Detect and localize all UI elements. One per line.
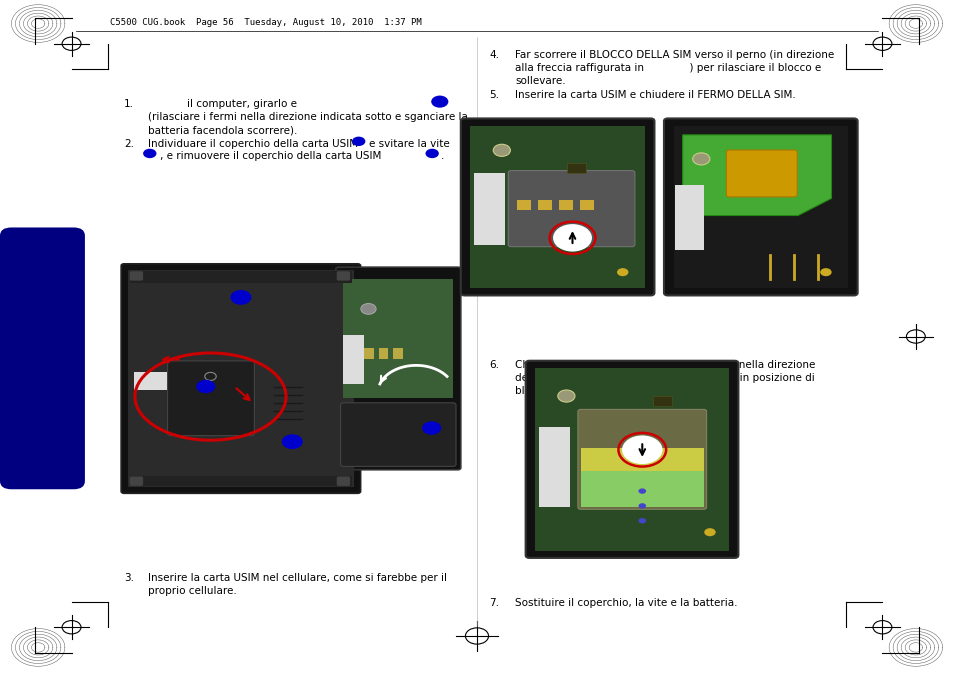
Text: blocco.: blocco. <box>515 386 552 396</box>
FancyBboxPatch shape <box>335 267 460 470</box>
FancyBboxPatch shape <box>128 270 354 487</box>
FancyBboxPatch shape <box>580 471 703 507</box>
Text: 5.: 5. <box>489 90 498 100</box>
FancyBboxPatch shape <box>130 476 143 486</box>
Text: batteria facendola scorrere).: batteria facendola scorrere). <box>148 125 297 135</box>
FancyBboxPatch shape <box>517 201 531 211</box>
Text: .: . <box>440 151 444 162</box>
Circle shape <box>431 96 448 108</box>
FancyBboxPatch shape <box>537 201 552 211</box>
Text: Sostituire il coperchio, la vite e la batteria.: Sostituire il coperchio, la vite e la ba… <box>515 598 737 608</box>
Circle shape <box>421 421 440 435</box>
Text: 6.: 6. <box>489 360 498 370</box>
FancyBboxPatch shape <box>336 271 350 281</box>
Circle shape <box>493 144 510 156</box>
FancyBboxPatch shape <box>663 118 857 295</box>
Circle shape <box>196 380 215 393</box>
FancyBboxPatch shape <box>460 118 654 295</box>
FancyBboxPatch shape <box>675 184 703 250</box>
Text: 4.: 4. <box>489 50 498 61</box>
FancyBboxPatch shape <box>525 361 738 558</box>
Text: , e rimuovere il coperchio della carta USIM: , e rimuovere il coperchio della carta U… <box>160 151 384 162</box>
Text: 1.: 1. <box>124 99 133 109</box>
FancyBboxPatch shape <box>340 402 456 466</box>
Text: Inserire la carta USIM e chiudere il FERMO DELLA SIM.: Inserire la carta USIM e chiudere il FER… <box>515 90 795 100</box>
FancyBboxPatch shape <box>378 349 388 359</box>
Circle shape <box>703 528 715 536</box>
Polygon shape <box>682 135 831 215</box>
FancyBboxPatch shape <box>474 173 504 245</box>
Text: della freccia in             fino a farlo scattare in posizione di: della freccia in fino a farlo scattare i… <box>515 373 814 383</box>
Circle shape <box>638 489 645 494</box>
Circle shape <box>143 149 156 158</box>
FancyBboxPatch shape <box>130 271 143 281</box>
FancyBboxPatch shape <box>350 349 359 359</box>
FancyBboxPatch shape <box>168 361 254 435</box>
Text: il computer, girarlo e: il computer, girarlo e <box>148 99 296 109</box>
FancyBboxPatch shape <box>578 409 706 509</box>
FancyBboxPatch shape <box>130 271 352 283</box>
FancyBboxPatch shape <box>130 476 352 486</box>
Circle shape <box>617 268 628 276</box>
Text: Individuare il coperchio della carta USIM: Individuare il coperchio della carta USI… <box>148 139 361 149</box>
FancyBboxPatch shape <box>535 368 728 551</box>
FancyBboxPatch shape <box>725 150 797 197</box>
Text: sollevare.: sollevare. <box>515 76 565 86</box>
Circle shape <box>621 435 661 464</box>
FancyBboxPatch shape <box>343 279 453 398</box>
Circle shape <box>281 434 302 449</box>
FancyBboxPatch shape <box>538 427 569 507</box>
Circle shape <box>820 268 831 276</box>
FancyBboxPatch shape <box>133 371 167 390</box>
FancyBboxPatch shape <box>652 396 671 406</box>
Text: proprio cellulare.: proprio cellulare. <box>148 586 236 596</box>
Text: 2.: 2. <box>124 139 133 149</box>
Text: e svitare la vite: e svitare la vite <box>369 139 450 149</box>
FancyBboxPatch shape <box>121 264 360 493</box>
Text: (rilasciare i fermi nella direzione indicata sotto e sganciare la: (rilasciare i fermi nella direzione indi… <box>148 112 467 122</box>
Text: Chiudere il FERMO DELLA SIM premendolo nella direzione: Chiudere il FERMO DELLA SIM premendolo n… <box>515 360 815 370</box>
FancyBboxPatch shape <box>580 448 703 471</box>
FancyBboxPatch shape <box>508 171 635 247</box>
Circle shape <box>558 390 575 402</box>
FancyBboxPatch shape <box>566 163 585 173</box>
FancyBboxPatch shape <box>0 227 85 489</box>
Circle shape <box>692 153 709 165</box>
Circle shape <box>638 503 645 509</box>
FancyBboxPatch shape <box>579 201 594 211</box>
Text: Far scorrere il BLOCCO DELLA SIM verso il perno (in direzione: Far scorrere il BLOCCO DELLA SIM verso i… <box>515 50 834 61</box>
FancyBboxPatch shape <box>364 349 374 359</box>
FancyBboxPatch shape <box>558 201 573 211</box>
Text: C5500 CUG.book  Page 56  Tuesday, August 10, 2010  1:37 PM: C5500 CUG.book Page 56 Tuesday, August 1… <box>110 18 421 27</box>
Text: 7.: 7. <box>489 598 498 608</box>
Text: Inserire la carta USIM nel cellulare, come si farebbe per il: Inserire la carta USIM nel cellulare, co… <box>148 573 446 583</box>
Text: alla freccia raffigurata in              ) per rilasciare il blocco e: alla freccia raffigurata in ) per rilasc… <box>515 63 821 73</box>
Circle shape <box>230 290 251 305</box>
Circle shape <box>553 224 591 252</box>
FancyBboxPatch shape <box>393 349 402 359</box>
Circle shape <box>360 304 375 314</box>
FancyBboxPatch shape <box>336 476 350 486</box>
Circle shape <box>425 149 438 158</box>
Circle shape <box>638 518 645 524</box>
Circle shape <box>352 137 365 146</box>
FancyBboxPatch shape <box>343 334 364 384</box>
FancyBboxPatch shape <box>470 126 644 288</box>
FancyBboxPatch shape <box>673 126 847 288</box>
Text: 3.: 3. <box>124 573 133 583</box>
